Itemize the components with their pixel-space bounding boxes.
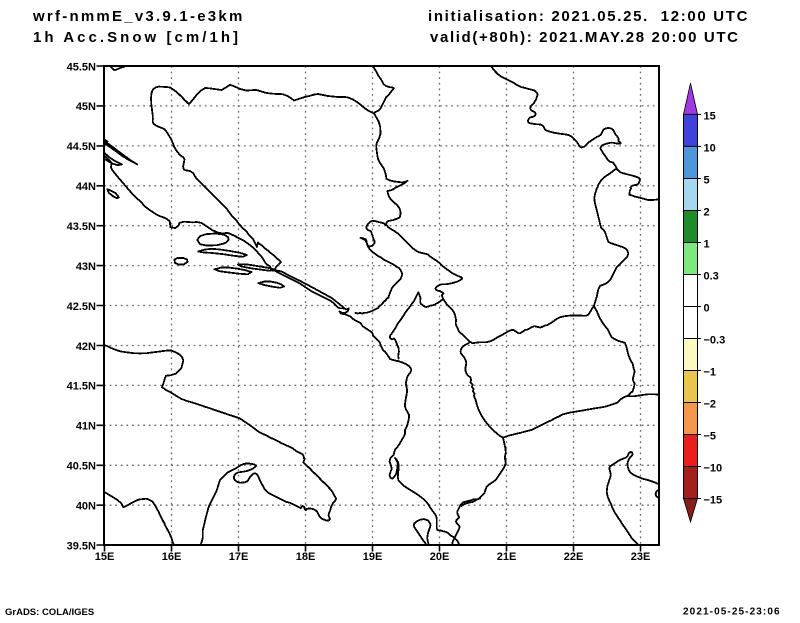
svg-text:−15: −15 bbox=[704, 495, 723, 507]
svg-text:1: 1 bbox=[704, 239, 710, 251]
svg-text:−5: −5 bbox=[704, 431, 717, 443]
svg-text:−10: −10 bbox=[704, 463, 723, 475]
svg-text:44.5N: 44.5N bbox=[67, 141, 96, 153]
svg-text:40.5N: 40.5N bbox=[67, 461, 96, 473]
svg-text:41N: 41N bbox=[76, 421, 96, 433]
svg-text:41.5N: 41.5N bbox=[67, 381, 96, 393]
svg-text:valid(+80h): 2021.MAY.28 20:00: valid(+80h): 2021.MAY.28 20:00 UTC bbox=[430, 29, 740, 46]
svg-text:GrADS: COLA/IGES: GrADS: COLA/IGES bbox=[5, 607, 94, 618]
svg-text:42N: 42N bbox=[76, 341, 96, 353]
svg-text:21E: 21E bbox=[497, 551, 517, 563]
svg-text:42.5N: 42.5N bbox=[67, 301, 96, 313]
svg-text:45N: 45N bbox=[76, 101, 96, 113]
svg-text:15E: 15E bbox=[95, 551, 115, 563]
svg-text:23E: 23E bbox=[631, 551, 651, 563]
svg-text:17E: 17E bbox=[229, 551, 249, 563]
svg-text:20E: 20E bbox=[430, 551, 450, 563]
svg-text:44N: 44N bbox=[76, 181, 96, 193]
svg-text:18E: 18E bbox=[296, 551, 316, 563]
svg-text:15: 15 bbox=[704, 110, 716, 122]
svg-text:−1: −1 bbox=[704, 367, 717, 379]
svg-text:40N: 40N bbox=[76, 501, 96, 513]
svg-text:initialisation: 2021.05.25. 1: initialisation: 2021.05.25. 12:00 UTC bbox=[428, 8, 749, 25]
svg-text:43N: 43N bbox=[76, 261, 96, 273]
svg-text:0: 0 bbox=[704, 303, 710, 315]
svg-text:−2: −2 bbox=[704, 399, 717, 411]
svg-text:1h Acc.Snow [cm/1h]: 1h Acc.Snow [cm/1h] bbox=[33, 29, 241, 46]
svg-text:wrf-nmmE_v3.9.1-e3km: wrf-nmmE_v3.9.1-e3km bbox=[32, 8, 245, 25]
svg-text:−0.3: −0.3 bbox=[704, 335, 726, 347]
svg-text:22E: 22E bbox=[564, 551, 584, 563]
svg-text:10: 10 bbox=[704, 142, 716, 154]
svg-text:19E: 19E bbox=[363, 551, 383, 563]
svg-text:0.3: 0.3 bbox=[704, 271, 719, 283]
svg-text:2: 2 bbox=[704, 207, 710, 219]
svg-text:39.5N: 39.5N bbox=[67, 540, 96, 552]
svg-text:45.5N: 45.5N bbox=[67, 61, 96, 73]
svg-text:16E: 16E bbox=[162, 551, 182, 563]
svg-text:2021-05-25-23:06: 2021-05-25-23:06 bbox=[683, 607, 781, 618]
svg-text:43.5N: 43.5N bbox=[67, 221, 96, 233]
svg-text:5: 5 bbox=[704, 175, 710, 187]
